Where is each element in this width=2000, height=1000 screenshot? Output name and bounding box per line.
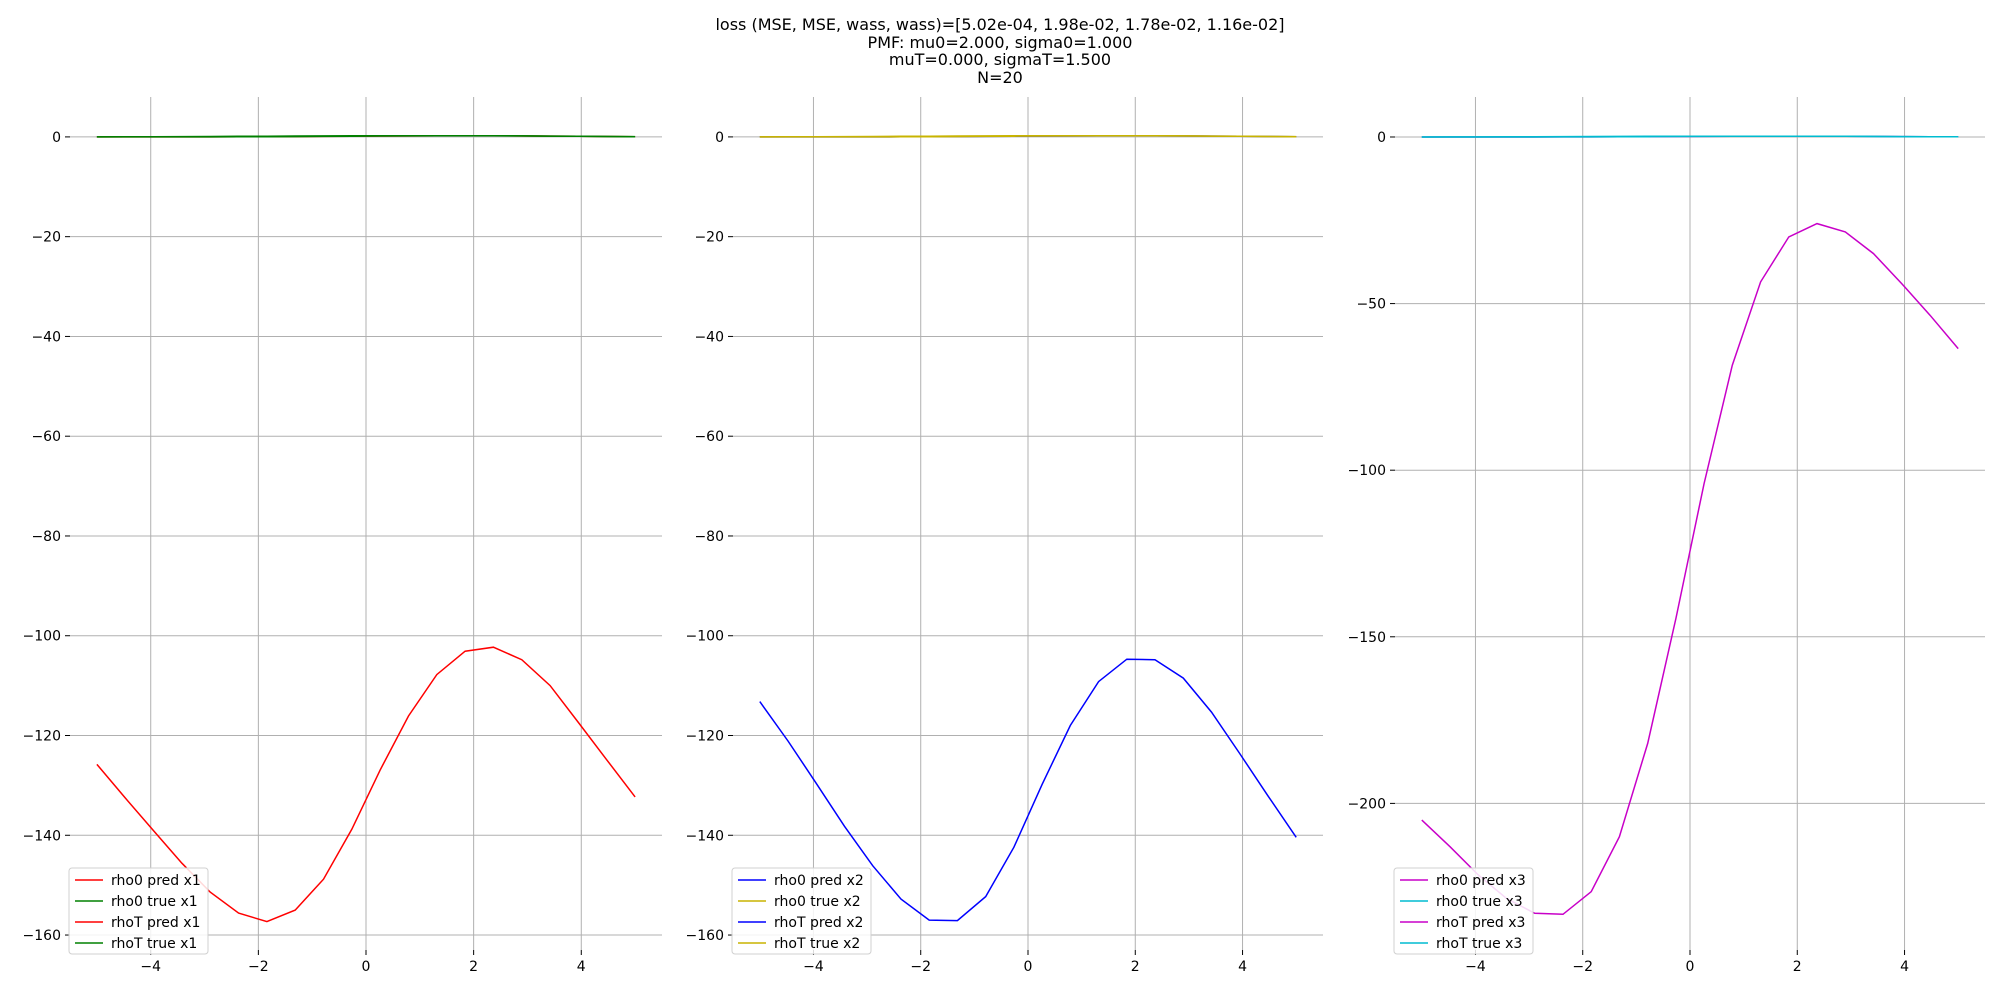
x-tick-label: 0 xyxy=(1686,959,1695,975)
x-tick-label: −4 xyxy=(803,959,824,975)
x-tick-label: 4 xyxy=(577,959,586,975)
y-tick-label: 0 xyxy=(52,130,61,146)
y-tick-label: −120 xyxy=(23,729,61,745)
legend-label: rho0 pred x3 xyxy=(1436,873,1526,889)
x-tick-label: 0 xyxy=(362,959,371,975)
y-tick-label: −80 xyxy=(31,529,61,545)
legend-label: rhoT pred x3 xyxy=(1436,915,1525,931)
legend-label: rho0 true x3 xyxy=(1436,894,1523,910)
legend-label: rho0 pred x1 xyxy=(111,873,201,889)
y-tick-label: −60 xyxy=(694,429,724,445)
y-tick-label: −20 xyxy=(31,230,61,246)
legend: rho0 pred x1 rho0 true x1 rhoT pred x1 rhoT… xyxy=(68,867,209,955)
series-line-rhoT-true-x1 xyxy=(96,134,636,138)
x-tick-label: −2 xyxy=(910,959,931,975)
y-tick-label: −40 xyxy=(31,329,61,345)
y-tick-label: −140 xyxy=(23,828,61,844)
chart-panel-2: −4 −2 0 2 40−20−40−60−80−100−120−140−160rho0… xyxy=(686,97,1323,975)
x-tick-label: −2 xyxy=(1572,959,1593,975)
y-tick-label: −60 xyxy=(31,429,61,445)
y-tick-label: −100 xyxy=(23,629,61,645)
legend-box xyxy=(68,867,209,955)
figure-title: loss (MSE, MSE, wass, wass)=[5.02e-04, 1… xyxy=(0,16,2000,86)
legend-label: rhoT pred x2 xyxy=(774,915,863,931)
y-tick-label: −150 xyxy=(1348,630,1386,646)
x-tick-label: −2 xyxy=(248,959,269,975)
y-tick-label: −40 xyxy=(694,329,724,345)
x-tick-label: −4 xyxy=(140,959,161,975)
legend: rho0 pred x2 rho0 true x2 rhoT pred x2 rhoT… xyxy=(731,867,872,955)
legend-label: rhoT true x2 xyxy=(774,936,860,952)
x-tick-label: −4 xyxy=(1465,959,1486,975)
title-line-n: N=20 xyxy=(977,67,1023,87)
x-tick-label: 2 xyxy=(1793,959,1802,975)
legend-label: rho0 pred x2 xyxy=(774,873,864,889)
y-tick-label: −120 xyxy=(686,729,724,745)
legend-label: rhoT true x1 xyxy=(111,936,197,952)
y-tick-label: 0 xyxy=(715,130,724,146)
legend-box xyxy=(731,867,872,955)
legend: rho0 pred x3 rho0 true x3 rhoT pred x3 rhoT… xyxy=(1393,867,1534,955)
chart-panel-1: −4 −2 0 2 40−20−40−60−80−100−120−140−160rho0… xyxy=(23,97,662,975)
y-tick-label: −20 xyxy=(694,230,724,246)
x-tick-label: 4 xyxy=(1900,959,1909,975)
title-line-mut: muT=0.000, sigmaT=1.500 xyxy=(888,50,1112,69)
y-tick-label: 0 xyxy=(1377,130,1386,146)
y-tick-label: −100 xyxy=(686,629,724,645)
title-line-loss: loss (MSE, MSE, wass, wass)=[5.02e-04, 1… xyxy=(715,15,1285,34)
legend-label: rhoT pred x1 xyxy=(111,915,200,931)
series-line-rhoT-true-x3 xyxy=(1421,135,1959,138)
y-tick-label: −50 xyxy=(1356,297,1386,313)
y-tick-label: −140 xyxy=(686,828,724,844)
x-tick-label: 0 xyxy=(1024,959,1033,975)
series-line-rhoT-true-x2 xyxy=(759,134,1297,138)
legend-label: rhoT true x3 xyxy=(1436,936,1522,952)
x-tick-label: 2 xyxy=(469,959,478,975)
series-line-rhoT-pred-x2 xyxy=(759,658,1297,922)
y-tick-label: −200 xyxy=(1348,796,1386,812)
legend-label: rho0 true x2 xyxy=(774,894,861,910)
x-tick-label: 2 xyxy=(1131,959,1140,975)
title-line-pmf: PMF: mu0=2.000, sigma0=1.000 xyxy=(867,32,1133,52)
legend-label: rho0 true x1 xyxy=(111,894,198,910)
y-tick-label: −160 xyxy=(23,928,61,944)
x-tick-label: 4 xyxy=(1238,959,1247,975)
y-tick-label: −100 xyxy=(1348,463,1386,479)
y-tick-label: −160 xyxy=(686,928,724,944)
y-tick-label: −80 xyxy=(694,529,724,545)
legend-box xyxy=(1393,867,1534,955)
